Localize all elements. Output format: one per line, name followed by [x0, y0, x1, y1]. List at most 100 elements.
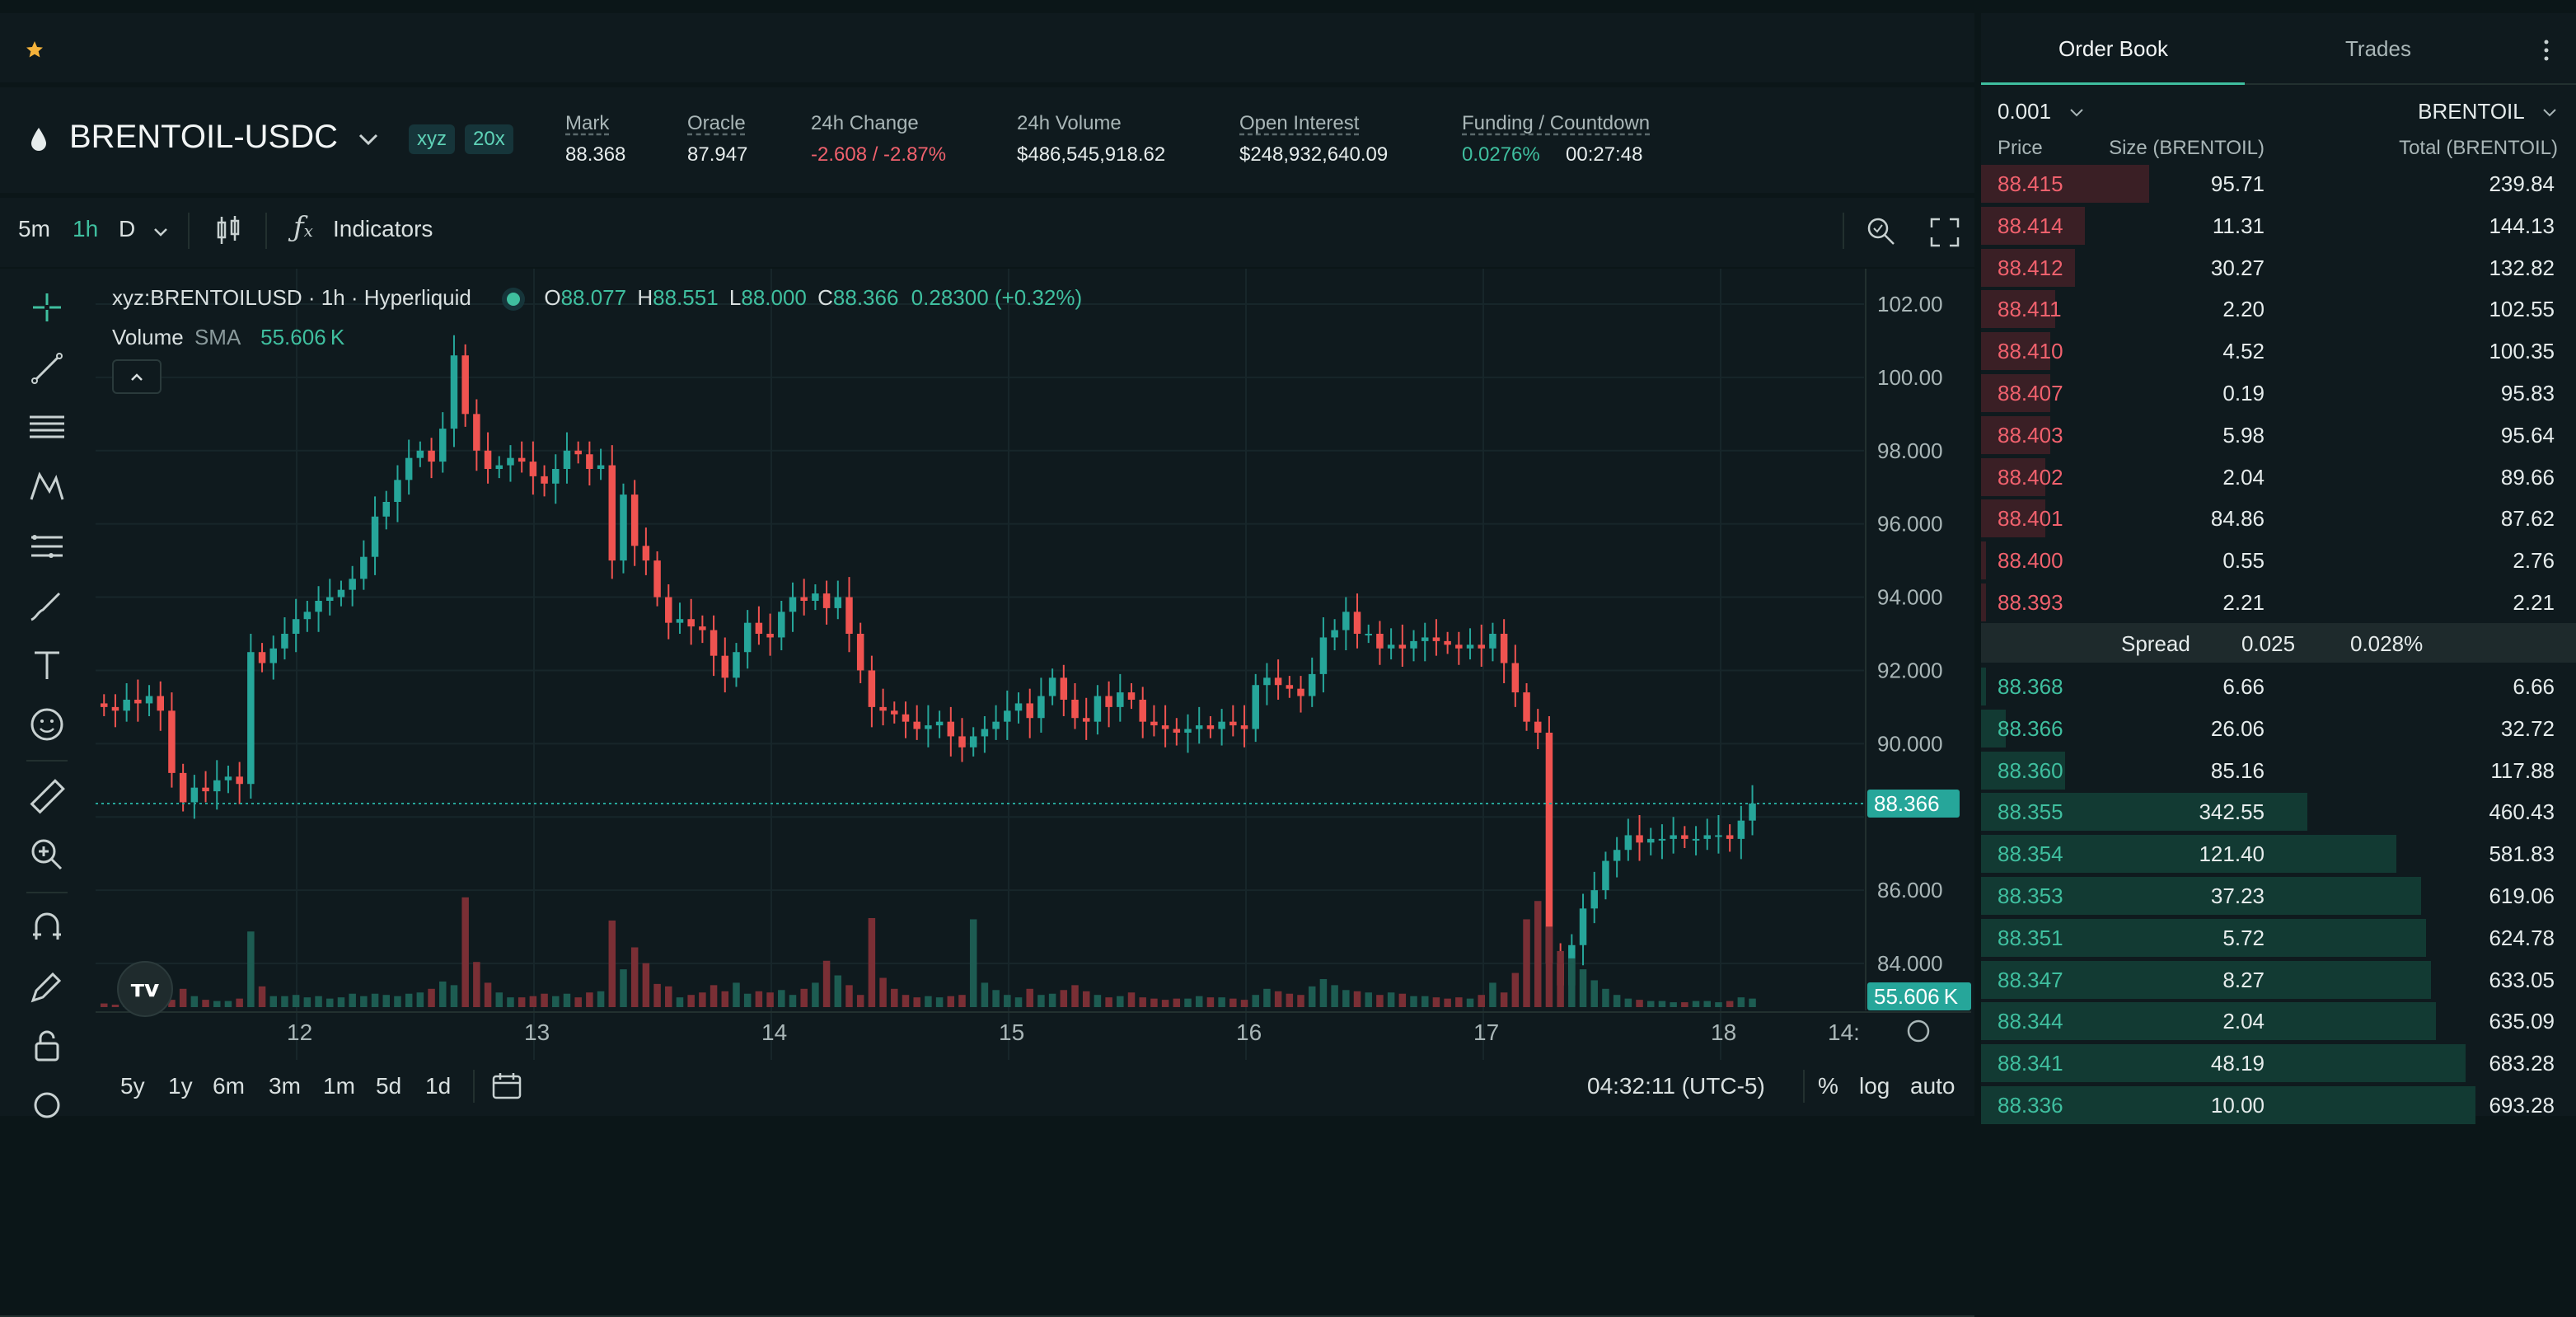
volume-bar: [292, 995, 300, 1007]
ask-row[interactable]: 88.403 5.98 95.64: [1981, 415, 2576, 456]
volume-bar: [1127, 992, 1136, 1007]
auto-toggle[interactable]: auto: [1910, 1073, 1955, 1099]
chevron-down-icon[interactable]: [152, 226, 170, 239]
candle-body: [394, 480, 401, 502]
ask-depth-bar: [1981, 206, 2085, 245]
candle-body: [925, 725, 932, 729]
log-toggle[interactable]: log: [1859, 1073, 1890, 1099]
candle-body: [1105, 696, 1112, 707]
bid-row[interactable]: 88.336 10.00 693.28: [1981, 1085, 2576, 1126]
tick-size-select[interactable]: 0.001: [1998, 99, 2085, 124]
tab-trades[interactable]: Trades: [2345, 36, 2411, 61]
bid-row[interactable]: 88.366 26.06 32.72: [1981, 708, 2576, 749]
volume-bar: [450, 985, 458, 1007]
indicators-button[interactable]: Indicators: [333, 216, 433, 241]
interval-1h[interactable]: 1h: [73, 216, 99, 241]
percent-toggle[interactable]: %: [1818, 1073, 1838, 1099]
tab-order-book[interactable]: Order Book: [2058, 36, 2168, 61]
range-3m[interactable]: 3m: [269, 1073, 301, 1099]
eye-icon[interactable]: [26, 1085, 68, 1126]
ask-row[interactable]: 88.414 11.31 144.13: [1981, 205, 2576, 246]
candle-body: [1737, 820, 1745, 839]
star-icon[interactable]: [25, 40, 44, 59]
zoom-in-icon[interactable]: [26, 834, 68, 875]
chevron-down-icon[interactable]: [356, 130, 381, 148]
ask-row[interactable]: 88.402 2.04 89.66: [1981, 457, 2576, 498]
candle-body: [969, 736, 977, 748]
magnet-icon[interactable]: [26, 907, 68, 948]
candle-body: [597, 465, 605, 469]
bid-row[interactable]: 88.347 8.27 633.05: [1981, 959, 2576, 1001]
interval-5m[interactable]: 5m: [18, 216, 50, 241]
bid-row[interactable]: 88.353 37.23 619.06: [1981, 875, 2576, 916]
ask-row[interactable]: 88.393 2.21 2.21: [1981, 582, 2576, 623]
collapse-legend-button[interactable]: [112, 359, 162, 394]
calendar-range-icon[interactable]: [491, 1071, 524, 1101]
interval-d[interactable]: D: [119, 216, 136, 241]
y-tick-label: 92.000: [1877, 658, 1943, 682]
brush-icon[interactable]: [26, 585, 68, 626]
chevron-down-icon: [2543, 109, 2556, 117]
bid-row[interactable]: 88.354 121.40 581.83: [1981, 833, 2576, 874]
bid-row[interactable]: 88.351 5.72 624.78: [1981, 917, 2576, 958]
clock-time[interactable]: 04:32:11 (UTC-5): [1587, 1073, 1765, 1099]
projection-icon[interactable]: [26, 526, 68, 567]
volume-bar: [1365, 992, 1372, 1007]
lock-icon[interactable]: [26, 1025, 68, 1066]
ask-row[interactable]: 88.411 2.20 102.55: [1981, 288, 2576, 330]
ask-row[interactable]: 88.400 0.55 2.76: [1981, 540, 2576, 581]
range-5y[interactable]: 5y: [120, 1073, 145, 1099]
candle-body: [1511, 663, 1520, 693]
ask-row[interactable]: 88.407 0.19 95.83: [1981, 373, 2576, 414]
bid-row[interactable]: 88.355 342.55 460.43: [1981, 791, 2576, 832]
leverage-badge[interactable]: 20x: [465, 124, 513, 154]
emoji-icon[interactable]: [26, 704, 68, 745]
range-6m[interactable]: 6m: [213, 1073, 245, 1099]
ruler-icon[interactable]: [26, 776, 68, 818]
candle-body: [1004, 710, 1011, 722]
bid-row[interactable]: 88.341 48.19 683.28: [1981, 1043, 2576, 1084]
crosshair-icon[interactable]: [26, 287, 68, 328]
range-1m[interactable]: 1m: [323, 1073, 355, 1099]
unit-select[interactable]: BRENTOIL: [2418, 99, 2558, 124]
range-1d[interactable]: 1d: [425, 1073, 452, 1099]
candle-body: [123, 700, 130, 711]
volume-bar: [1026, 988, 1033, 1007]
bid-total: 32.72: [2500, 715, 2555, 741]
volume-bar: [1466, 998, 1474, 1007]
bid-row[interactable]: 88.360 85.16 117.88: [1981, 750, 2576, 791]
text-tool-icon[interactable]: [26, 644, 68, 686]
candles-icon[interactable]: [214, 214, 242, 247]
zoom-magnifier-icon[interactable]: [1864, 214, 1899, 249]
chevron-up-icon: [131, 373, 143, 381]
ask-total: 239.84: [2489, 171, 2555, 196]
fullscreen-icon[interactable]: [1930, 218, 1960, 247]
market-symbol[interactable]: BRENTOIL-USDC: [69, 119, 338, 155]
fib-lines-icon[interactable]: [26, 407, 68, 448]
volume-sma-tag: [1867, 982, 1971, 1010]
price-chart[interactable]: 102.00 100.00 98.000 96.000 94.000 92.000 90.0…: [96, 269, 1971, 1060]
volume-bar: [586, 992, 593, 1007]
more-vertical-icon[interactable]: [2541, 38, 2551, 63]
bid-row[interactable]: 88.368 6.66 6.66: [1981, 666, 2576, 707]
range-1y[interactable]: 1y: [168, 1073, 193, 1099]
gear-icon[interactable]: [1907, 1019, 1930, 1043]
ask-size: 95.71: [2210, 171, 2265, 196]
volume-bar: [947, 996, 955, 1007]
trend-line-icon[interactable]: [26, 348, 68, 389]
candle-body: [721, 655, 729, 678]
bid-price: 88.368: [1998, 674, 2063, 699]
bid-row[interactable]: 88.344 2.04 635.09: [1981, 1001, 2576, 1042]
ask-total: 2.21: [2513, 590, 2555, 615]
bid-total: 619.06: [2489, 883, 2555, 908]
pattern-icon[interactable]: [26, 466, 68, 508]
tradingview-logo[interactable]: ᴛᴠ: [117, 961, 173, 1017]
ask-row[interactable]: 88.401 84.86 87.62: [1981, 498, 2576, 539]
fx-icon[interactable]: ƒx: [293, 211, 313, 244]
range-5d[interactable]: 5d: [376, 1073, 402, 1099]
ask-row[interactable]: 88.410 4.52 100.35: [1981, 330, 2576, 372]
candle-body: [665, 597, 672, 623]
lock-pencil-icon[interactable]: [26, 966, 68, 1007]
ask-row[interactable]: 88.415 95.71 239.84: [1981, 163, 2576, 204]
ask-row[interactable]: 88.412 30.27 132.82: [1981, 247, 2576, 288]
